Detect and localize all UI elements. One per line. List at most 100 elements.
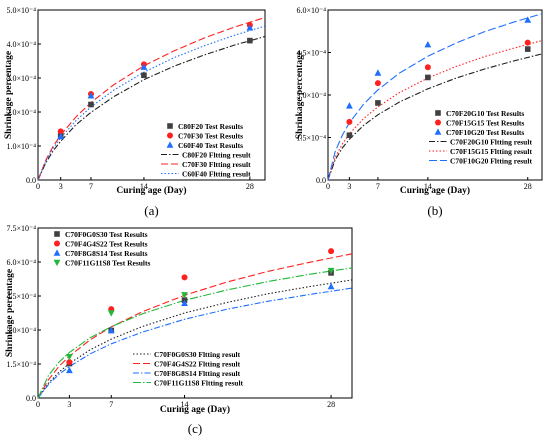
panel-label: (c)	[188, 421, 202, 436]
data-point	[327, 282, 335, 290]
plot-frame	[37, 9, 266, 181]
y-tick-label: 1.5×10⁻⁴	[6, 360, 36, 369]
y-tick-label: 4.0×10⁻⁴	[6, 40, 36, 49]
legend-label: C70F4G4S22 Test Results	[65, 239, 148, 248]
data-point	[57, 128, 64, 135]
x-tick-label: 0	[36, 400, 40, 409]
fitting-line	[37, 279, 353, 399]
x-tick-label: 3	[67, 400, 71, 409]
panel-label: (b)	[427, 203, 442, 218]
y-tick-label: 4.5×10⁻⁴	[296, 49, 326, 58]
x-tick-label: 3	[347, 182, 351, 191]
y-axis-label: Shrinkage percentage	[4, 51, 14, 139]
legend-label: C70F11G11S8 Test Results	[65, 258, 151, 267]
legend-marker	[54, 231, 60, 237]
legend-marker	[434, 128, 442, 135]
data-point	[87, 92, 95, 99]
y-tick-label: 4.5×10⁻⁴	[6, 292, 36, 301]
data-point	[141, 72, 147, 79]
legend-label: C70F8G8S14 Test Results	[65, 249, 148, 258]
legend-label: C70F30 Fltting result	[182, 160, 251, 169]
data-point	[66, 353, 73, 361]
legend-label: C70F30 Test Results	[178, 131, 243, 140]
fitting-line	[327, 40, 543, 181]
y-tick-label: 0.0	[26, 394, 36, 403]
fitting-line	[37, 16, 266, 181]
legend-marker	[167, 132, 173, 139]
y-tick-label: 6.0×10⁻⁴	[6, 258, 36, 267]
data-point	[524, 39, 531, 46]
legend-label: C70F4G4S22 Fltting result	[154, 359, 241, 368]
data-point	[524, 46, 531, 52]
legend-marker	[53, 249, 61, 256]
y-tick-label: 0.0	[26, 176, 36, 185]
x-tick-label: 28	[246, 182, 254, 191]
data-point	[424, 40, 432, 48]
fitting-line	[327, 53, 543, 181]
panel-label: (a)	[144, 203, 158, 218]
x-tick-label: 28	[524, 182, 532, 191]
data-point	[181, 274, 188, 281]
legend-label: C70F0G0S30 Test Results	[65, 230, 148, 239]
legend-label: C60F40 Fltting result	[182, 169, 251, 178]
y-tick-label: 7.5×10⁻⁴	[6, 224, 36, 233]
data-point	[346, 102, 353, 109]
data-point	[374, 69, 382, 76]
y-tick-label: 1.0×10⁻⁴	[6, 142, 36, 151]
data-point	[181, 292, 188, 299]
legend-label: C70F10G20 Test Results	[446, 128, 524, 137]
y-tick-label: 5.0×10⁻⁴	[6, 6, 36, 15]
y-tick-label: 1.5×10⁻⁴	[296, 134, 326, 143]
legend-label: C70F0G0S30 Fltting result	[154, 350, 241, 359]
data-point	[246, 24, 254, 31]
legend-label: C70F11G11S8 Fltting result	[154, 378, 244, 387]
legend-label: C70F15G15 Fltting result	[450, 147, 532, 156]
data-point	[524, 16, 532, 23]
data-point	[57, 132, 65, 140]
legend-label: C70F8G8S14 Fltting result	[154, 369, 241, 378]
fitting-line	[37, 25, 266, 181]
x-tick-label: 14	[181, 400, 189, 409]
y-axis-label: Shrinkage percentage	[295, 51, 305, 139]
legend-label: C80F20 Test Results	[178, 122, 243, 131]
fitting-line	[37, 287, 353, 399]
x-axis-label: Curing age (Day)	[400, 185, 470, 196]
fitting-line	[37, 267, 353, 399]
x-tick-label: 7	[89, 182, 93, 191]
data-point	[425, 74, 431, 81]
x-tick-label: 7	[109, 400, 113, 409]
data-point	[327, 267, 335, 275]
x-tick-label: 0	[36, 182, 40, 191]
data-point	[346, 118, 353, 125]
data-point	[140, 63, 148, 70]
data-point	[346, 132, 353, 139]
data-point	[107, 326, 115, 334]
x-tick-label: 3	[59, 182, 63, 191]
x-axis-label: Curing age (Day)	[160, 404, 230, 415]
legend-label: C70F15G15 Test Results	[446, 118, 524, 127]
plot-frame	[37, 227, 353, 399]
data-point	[328, 248, 335, 255]
y-tick-label: 6.0×10⁻⁴	[296, 6, 326, 15]
y-tick-label: 2.0×10⁻⁴	[6, 108, 36, 117]
data-point	[88, 101, 94, 108]
legend-marker	[435, 110, 441, 116]
data-point	[107, 310, 115, 317]
legend-label: C80F20 Fltting result	[182, 150, 251, 159]
legend-marker	[53, 259, 61, 267]
y-axis-label: Shrinkage percentage	[5, 269, 15, 357]
x-tick-label: 14	[140, 182, 148, 191]
panel-c: 0 3 7 14 28 0.0 1.5×10⁻⁴ 3.0×10⁻⁴ 4.5×10⁻⁴ 6.0×10…	[5, 224, 353, 436]
x-tick-label: 0	[326, 182, 330, 191]
y-tick-label: 3.0×10⁻⁴	[6, 326, 36, 335]
y-tick-label: 3.0×10⁻⁴	[296, 91, 326, 100]
x-tick-label: 7	[376, 182, 380, 191]
legend-marker	[166, 141, 174, 148]
legend-marker	[167, 123, 173, 129]
x-axis-label: Curing age (Day)	[116, 185, 186, 196]
legend-label: C70F20G10 Fltting result	[450, 137, 532, 146]
